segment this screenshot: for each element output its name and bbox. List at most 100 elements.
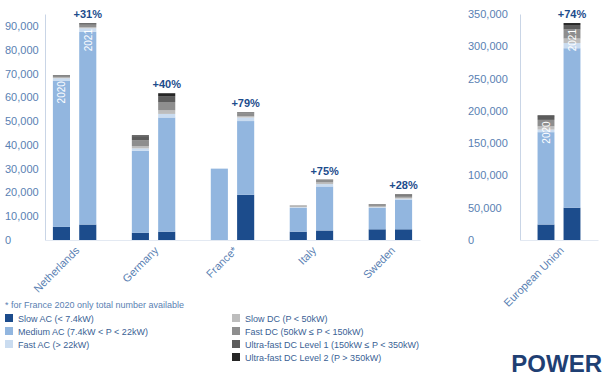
bar-segment	[132, 137, 149, 141]
legend-item: Ultra-fast DC Level 1 (150kW ≤ P < 350kW…	[232, 340, 419, 350]
y-tick: 80,000	[5, 44, 45, 56]
bar-segment	[158, 110, 175, 114]
y-tick: 200,000	[468, 105, 520, 117]
bar-segment	[53, 75, 70, 77]
bar-segment	[158, 102, 175, 110]
legend-swatch	[232, 340, 240, 348]
bar-segment	[132, 135, 149, 136]
legend-item: Slow DC (P < 50kW)	[232, 314, 328, 324]
legend-item: Slow AC (< 7.4kW)	[5, 314, 94, 324]
y-tick: 100,000	[468, 169, 520, 181]
bar-segment	[369, 205, 386, 206]
legend-label: Medium AC (7.4kW < P < 22kW)	[18, 327, 148, 337]
growth-label: +74%	[558, 8, 587, 20]
bar-segment	[369, 204, 386, 206]
bar-segment	[132, 140, 149, 146]
y-tick: 250,000	[468, 73, 520, 85]
bar-segment	[395, 198, 412, 200]
bar-segment	[564, 208, 581, 240]
bar-segment	[290, 207, 307, 209]
bar-segment	[316, 181, 333, 183]
x-tick-label: Sweden	[361, 244, 398, 281]
y-tick-label: 60,000	[5, 91, 39, 103]
y-tick: 300,000	[468, 40, 520, 52]
bar-segment	[316, 186, 333, 230]
bar-segment	[290, 205, 307, 207]
x-tick-label: European Union	[501, 244, 566, 309]
bar-segment	[53, 227, 70, 240]
bar-segment	[158, 117, 175, 231]
bar-segment	[158, 96, 175, 102]
bar-segment	[158, 93, 175, 96]
bar-segment	[538, 132, 555, 224]
bar-segment	[316, 230, 333, 240]
y-tick: 20,000	[5, 186, 45, 198]
bar-segment	[79, 32, 96, 225]
y-tick-label: 50,000	[468, 202, 502, 214]
legend-label: Fast AC (> 22kW)	[18, 340, 89, 350]
x-tick: Netherlands	[31, 240, 82, 295]
x-tick: Germany	[120, 240, 161, 285]
legend-label: Slow DC (P < 50kW)	[245, 314, 328, 324]
y-tick: 0	[5, 234, 45, 246]
bar-segment	[369, 206, 386, 208]
y-tick-label: 300,000	[468, 40, 508, 52]
bar-segment	[132, 151, 149, 233]
bar-segment	[395, 200, 412, 230]
legend-swatch	[232, 353, 240, 361]
bar-segment	[290, 232, 307, 240]
chart-panel: 050,000100,000150,000200,000250,000300,0…	[468, 8, 599, 309]
y-tick-label: 50,000	[5, 115, 39, 127]
legend-item: Ultra-fast DC Level 2 (P > 350kW)	[232, 353, 381, 363]
bar-segment	[564, 48, 581, 207]
y-axis: 050,000100,000150,000200,000250,000300,0…	[468, 8, 521, 246]
x-tick-label: Netherlands	[31, 244, 82, 295]
y-tick: 10,000	[5, 210, 45, 222]
bar-segment	[79, 225, 96, 240]
bar-segment	[538, 117, 555, 120]
bar-segment	[564, 23, 581, 25]
legend-label: Slow AC (< 7.4kW)	[18, 314, 94, 324]
bar-segment	[132, 148, 149, 150]
bar-segment	[237, 112, 254, 113]
bar-segment	[316, 179, 333, 180]
bar-segment	[369, 204, 386, 205]
y-tick-label: 0	[5, 234, 11, 246]
bar-segment	[237, 113, 254, 116]
growth-label: +28%	[389, 179, 418, 191]
legend-label: Ultra-fast DC Level 1 (150kW ≤ P < 350kW…	[245, 340, 419, 350]
bar-segment	[79, 25, 96, 27]
bar-year-label: 2020	[56, 81, 67, 104]
bar-year-label: 2021	[567, 29, 578, 52]
bar-segment	[53, 75, 70, 76]
y-axis: 010,00020,00030,00040,00050,00060,00070,…	[5, 15, 46, 247]
bar-segment	[53, 81, 70, 227]
x-axis: NetherlandsGermanyFrance*ItalySweden	[31, 240, 420, 295]
bar-segment	[369, 208, 386, 229]
bar-segment	[538, 225, 555, 240]
bar-segment	[132, 233, 149, 240]
y-tick-label: 350,000	[468, 8, 508, 20]
legend-item: Medium AC (7.4kW < P < 22kW)	[5, 327, 148, 337]
x-axis: European Union	[501, 240, 598, 309]
legend-swatch	[232, 327, 240, 335]
y-tick: 50,000	[468, 202, 520, 214]
bar-segment	[132, 146, 149, 148]
growth-label: +31%	[74, 8, 103, 20]
x-tick: Italy	[296, 240, 319, 267]
legend-item: Fast AC (> 22kW)	[5, 340, 89, 350]
y-axis-line	[520, 15, 521, 241]
y-tick-label: 70,000	[5, 67, 39, 79]
bar-segment	[53, 76, 70, 78]
y-tick: 30,000	[5, 163, 45, 175]
x-tick-label: Italy	[296, 244, 319, 267]
legend-swatch	[232, 314, 240, 322]
x-tick: Sweden	[361, 240, 398, 281]
y-tick: 60,000	[5, 91, 45, 103]
chart-canvas: 010,00020,00030,00040,00050,00060,00070,…	[0, 0, 610, 380]
bar-segment	[290, 205, 307, 206]
bar-segment	[316, 179, 333, 181]
legend-item: Fast DC (50kW ≤ P < 150kW)	[232, 327, 364, 337]
bar-segment	[290, 208, 307, 232]
y-tick-label: 20,000	[5, 186, 39, 198]
